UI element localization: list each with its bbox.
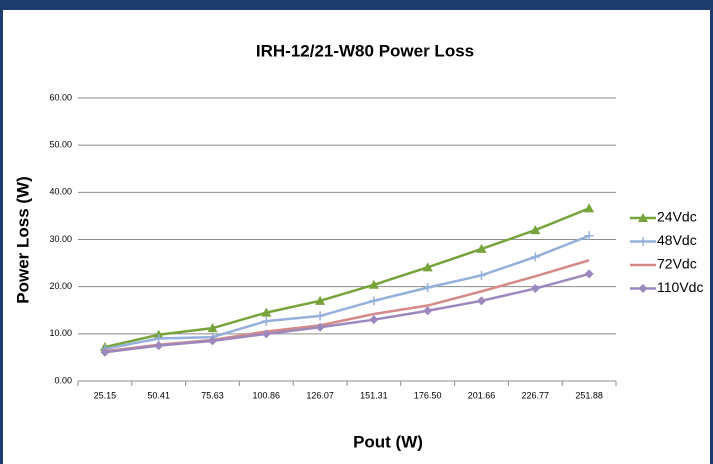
y-tick-label: 30.00	[49, 234, 72, 244]
data-point	[207, 323, 218, 333]
x-tick-label: 50.41	[147, 390, 170, 400]
data-point	[422, 262, 433, 272]
legend-marker	[638, 213, 648, 222]
data-point	[584, 231, 594, 241]
legend-label: 48Vdc	[657, 232, 697, 248]
y-tick-label: 50.00	[49, 140, 72, 150]
x-tick-label: 151.31	[360, 390, 388, 400]
data-point	[584, 203, 595, 213]
data-point	[154, 341, 164, 351]
data-point	[261, 307, 272, 317]
data-point	[100, 347, 110, 357]
legend-label: 24Vdc	[657, 209, 697, 225]
chart-area	[3, 10, 710, 464]
data-point	[530, 284, 540, 294]
x-axis-label: Pout (W)	[353, 432, 423, 451]
y-tick-label: 0.00	[54, 375, 72, 385]
data-point	[423, 306, 433, 316]
x-tick-label: 201.66	[468, 390, 496, 400]
data-point	[476, 243, 487, 253]
legend-label: 72Vdc	[657, 256, 697, 272]
data-point	[369, 315, 379, 325]
data-point	[261, 329, 271, 339]
data-point	[477, 296, 486, 306]
x-tick-label: 176.50	[414, 390, 442, 400]
chart-title: IRH-12/21-W80 Power Loss	[256, 41, 474, 60]
y-tick-label: 60.00	[49, 92, 72, 102]
x-tick-label: 126.07	[306, 390, 334, 400]
x-tick-label: 100.86	[253, 390, 281, 400]
data-point	[477, 270, 486, 280]
x-tick-label: 25.15	[94, 390, 117, 400]
data-point	[315, 295, 326, 305]
data-point	[530, 252, 540, 262]
data-point	[584, 269, 594, 279]
series-line	[104, 234, 590, 351]
legend-marker	[638, 284, 648, 293]
x-tick-label: 226.77	[522, 390, 550, 400]
series-line	[104, 207, 590, 349]
legend-marker	[638, 237, 648, 246]
data-point	[530, 225, 541, 235]
data-point	[261, 316, 271, 326]
y-tick-label: 40.00	[49, 187, 72, 197]
y-tick-label: 20.00	[49, 281, 72, 291]
data-point	[208, 336, 217, 346]
data-point	[315, 311, 325, 321]
series-line	[104, 272, 590, 354]
data-point	[369, 296, 379, 306]
x-tick-label: 75.63	[201, 390, 224, 400]
legend-label: 110Vdc	[657, 279, 703, 295]
data-point	[368, 279, 379, 289]
data-point	[315, 322, 325, 332]
y-tick-label: 10.00	[49, 328, 72, 338]
data-point	[423, 283, 433, 293]
x-tick-label: 251.88	[575, 390, 603, 400]
y-axis-label: Power Loss (W)	[13, 176, 32, 304]
